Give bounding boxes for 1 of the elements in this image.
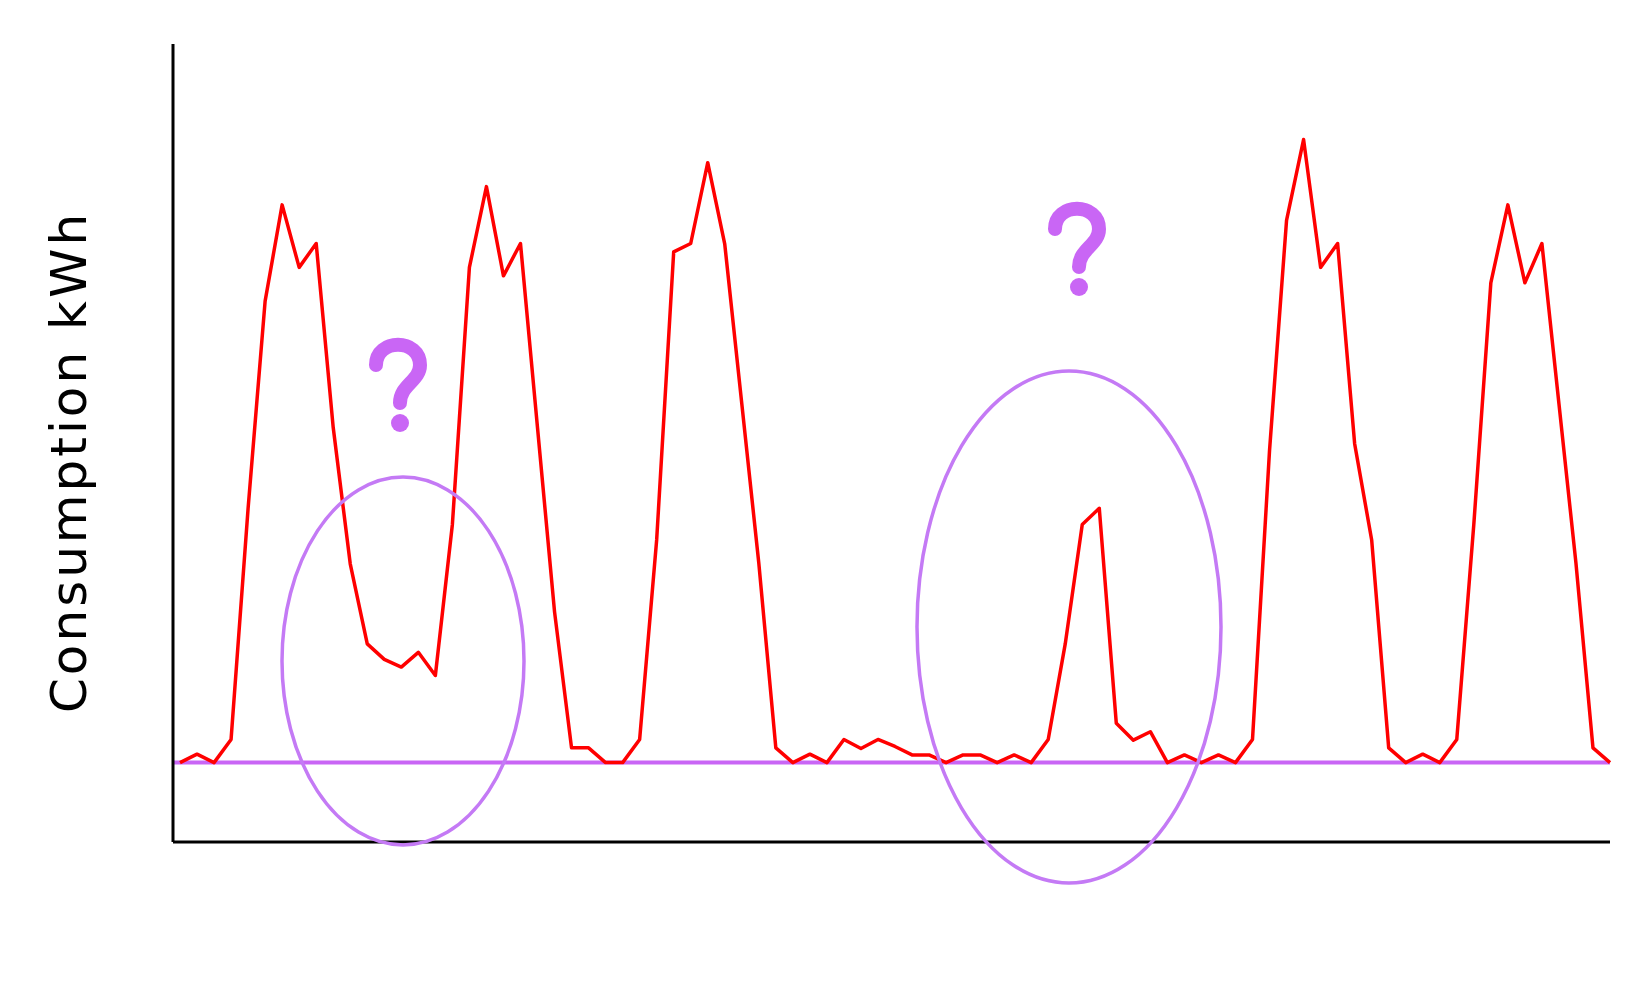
y-axis-title: Consumption kWh [40, 210, 98, 714]
